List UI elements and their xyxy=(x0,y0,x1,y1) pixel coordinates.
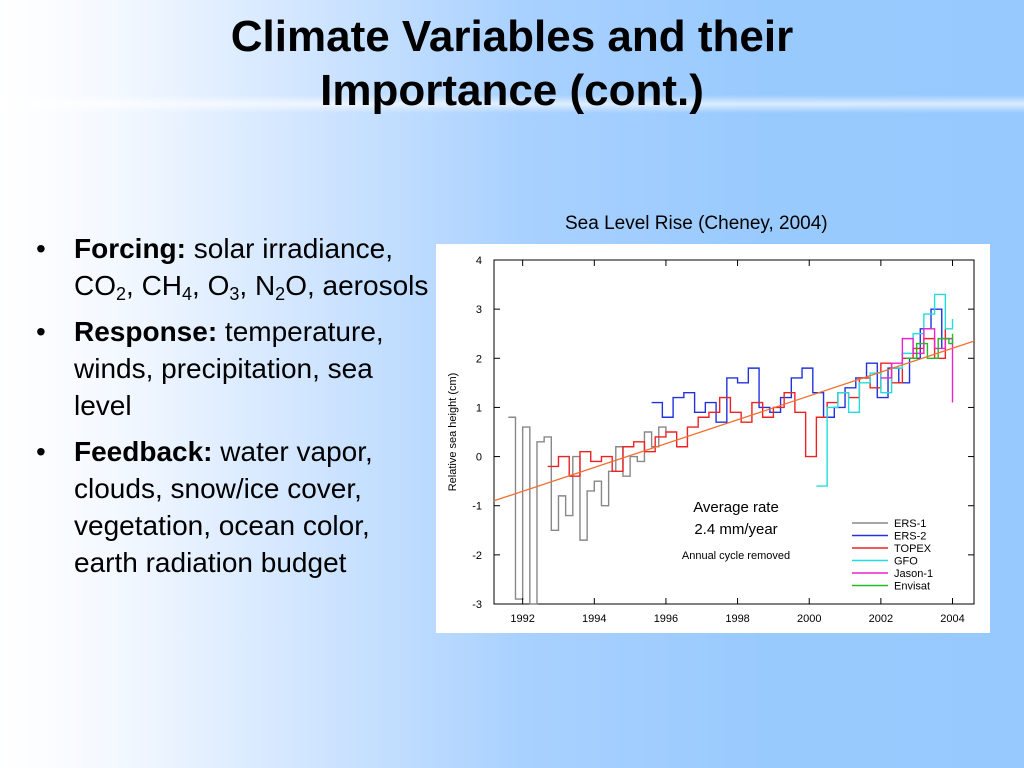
x-tick-label: 1994 xyxy=(582,613,606,625)
bullet-text: solar irradiance, CO xyxy=(74,233,393,301)
legend-label: Envisat xyxy=(894,581,930,593)
bullet-marker: • xyxy=(36,233,46,264)
bullet-list: • Forcing: solar irradiance, CO2, CH4, O… xyxy=(36,230,436,590)
bullet-forcing: • Forcing: solar irradiance, CO2, CH4, O… xyxy=(36,230,436,304)
plot-frame xyxy=(493,259,975,605)
legend-label: ERS-2 xyxy=(894,531,926,543)
subscript: 2 xyxy=(275,284,286,304)
bullet-label: Feedback: xyxy=(74,436,213,467)
bullet-label: Forcing: xyxy=(74,233,186,264)
y-tick-label: -2 xyxy=(472,550,482,562)
trend-line xyxy=(493,340,975,502)
chart-svg: 1992 1994 1996 1998 2000 2002 2004-3-2-101234 … xyxy=(447,255,975,625)
annotation-cycle-removed: Annual cycle removed xyxy=(682,550,790,562)
subscript: 3 xyxy=(229,284,240,304)
series-jason-1 xyxy=(880,328,954,403)
bullet-marker: • xyxy=(36,316,46,347)
title-line-1: Climate Variables and their xyxy=(230,12,794,61)
header-band xyxy=(0,95,1024,113)
bullet-text: temperature, winds, precipitation, sea l… xyxy=(74,316,384,421)
bullet-response: • Response: temperature, winds, precipit… xyxy=(36,313,436,424)
legend-label: Jason-1 xyxy=(894,568,933,580)
y-tick-label: 0 xyxy=(476,452,482,464)
y-tick-label: -3 xyxy=(472,599,482,611)
x-tick-label: 2002 xyxy=(869,613,893,625)
x-tick-label: 1998 xyxy=(725,613,749,625)
y-tick-label: 1 xyxy=(476,402,482,414)
y-tick-label: 2 xyxy=(476,353,482,365)
bullet-feedback: • Feedback: water vapor, clouds, snow/ic… xyxy=(36,433,436,581)
series-topex xyxy=(547,328,947,477)
bullet-marker: • xyxy=(36,436,46,467)
series-ers-1 xyxy=(508,416,667,605)
bullet-text: , O xyxy=(192,270,230,301)
x-tick-label: 1996 xyxy=(654,613,678,625)
y-tick-label: 3 xyxy=(476,304,482,316)
legend-label: ERS-1 xyxy=(894,518,926,530)
y-tick-label: 4 xyxy=(476,255,482,267)
subscript: 2 xyxy=(116,284,127,304)
y-tick-label: -1 xyxy=(472,501,482,513)
legend-label: TOPEX xyxy=(894,543,932,555)
bullet-text: O, aerosols xyxy=(285,270,429,301)
series-gfo xyxy=(816,293,954,487)
bullet-text: water vapor, clouds, snow/ice cover, veg… xyxy=(74,436,373,578)
series-envisat xyxy=(905,333,954,359)
x-tick-label: 2004 xyxy=(940,613,964,625)
figure-caption: Sea Level Rise (Cheney, 2004) xyxy=(565,213,828,234)
bullet-text: , N xyxy=(239,270,276,301)
bullet-text: , CH xyxy=(126,270,183,301)
y-axis-label: Relative sea height (cm) xyxy=(447,373,459,492)
subscript: 4 xyxy=(182,284,193,304)
legend-label: GFO xyxy=(894,556,918,568)
bullet-label: Response: xyxy=(74,316,218,347)
sea-level-chart: 1992 1994 1996 1998 2000 2002 2004 -3 -2 -1 0 1 2 3 4 … xyxy=(436,244,990,633)
title-line-2: Importance (cont.) xyxy=(320,66,704,115)
x-tick-label: 1992 xyxy=(510,613,534,625)
annotation-average-rate: Average rate xyxy=(693,499,779,516)
annotation-rate-value: 2.4 mm/year xyxy=(694,521,777,538)
slide-title: Climate Variables and their Importance (… xyxy=(0,10,1024,118)
x-tick-label: 2000 xyxy=(797,613,821,625)
